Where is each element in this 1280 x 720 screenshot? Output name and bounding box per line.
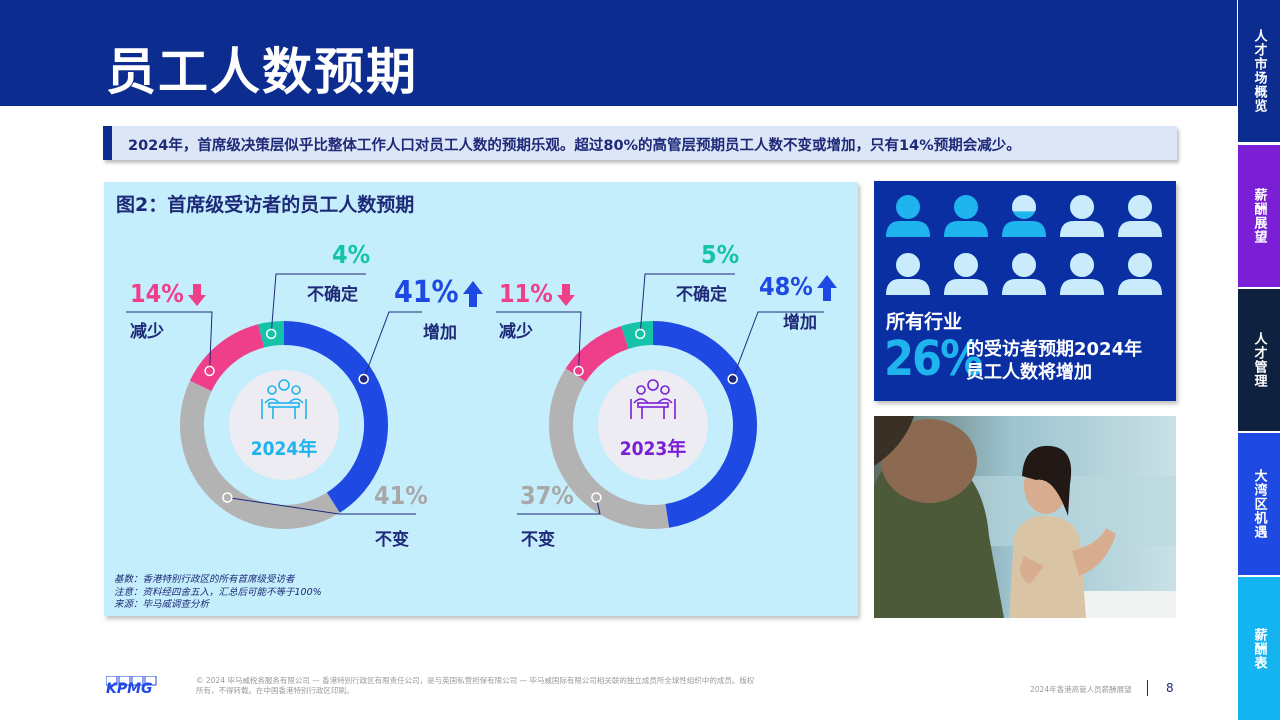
donut-0-segment-0 — [283, 321, 388, 513]
donut-1-leader-0 — [732, 311, 824, 380]
sidetab-2[interactable]: 薪酬展望 — [1238, 145, 1280, 287]
donut-0-center-label: 2024年 — [251, 437, 318, 460]
donut-1-leader-dot-3 — [634, 328, 646, 340]
person-icon — [1118, 195, 1162, 237]
page-number: 8 — [1166, 681, 1174, 695]
chart-2024-increase-pct: 41% — [394, 275, 483, 310]
donut-1-leader-dot-2 — [573, 365, 584, 377]
info-big-number: 26% — [884, 331, 983, 387]
figure-notes: 基数：香港特别行政区的所有首席级受访者 注意：资料经四舍五入，汇总后可能不等于1… — [114, 574, 322, 612]
chart-2024-nochange-label: 不变 — [375, 530, 409, 550]
arrow-down-icon — [556, 284, 575, 306]
donut-0-leader-dot-1 — [222, 492, 233, 503]
chart-2023-decrease-pct: 11% — [499, 279, 575, 308]
info-line1: 所有行业 — [886, 311, 963, 333]
donut-0-leader-2 — [126, 311, 213, 371]
note-base: 基数：香港特别行政区的所有首席级受访者 — [114, 574, 295, 585]
footer-doc-title: 2024年香港高管人员薪酬展望 — [1030, 685, 1132, 694]
kpmg-logo-icon — [105, 675, 157, 686]
chart-2023-unsure-pct: 5% — [701, 240, 740, 269]
chart-2024-unsure-pct: 4% — [332, 240, 371, 269]
donut-1-leader-2 — [496, 311, 582, 371]
person-icon — [944, 195, 988, 237]
footer-copyright-line2: 所有，不得转载。在中国香港特别行政区印刷。 — [196, 686, 354, 695]
summary-text: 2024年，首席级决策层似乎比整体工作人口对员工人数的预期乐观。超过80%的高管… — [128, 138, 1021, 154]
sidetab-label: 人才市场概览 — [1251, 29, 1267, 113]
person-icon — [1118, 253, 1162, 295]
chart-2023-increase-label: 增加 — [783, 313, 817, 333]
summary-banner: 2024年，首席级决策层似乎比整体工作人口对员工人数的预期乐观。超过80%的高管… — [103, 126, 1177, 160]
note-rounding: 注意：资料经四舍五入，汇总后可能不等于100% — [114, 586, 322, 598]
donut-0-segment-1 — [180, 380, 340, 529]
info-text-line2: 员工人数将增加 — [966, 362, 1092, 383]
donut-1-segment-0 — [652, 321, 757, 528]
figure-panel: 图2：首席级受访者的员工人数预期 2024年 2023年 14% 减少 4% 不… — [104, 182, 858, 616]
chart-2023-nochange-pct: 37% — [520, 481, 574, 510]
chart-2023-increase-pct: 48% — [759, 272, 837, 301]
donut-0-leader-dot-2 — [204, 365, 215, 377]
donut-1-center-label: 2023年 — [620, 437, 687, 460]
donut-0-leader-3 — [270, 273, 366, 334]
figure-title: 图2：首席级受访者的员工人数预期 — [116, 194, 415, 216]
donut-1-center — [598, 370, 708, 480]
person-icon — [1060, 195, 1104, 237]
chart-2024-nochange-pct: 41% — [374, 481, 428, 510]
chart-2024-increase-label: 增加 — [423, 323, 457, 343]
page-title: 员工人数预期 — [106, 43, 418, 101]
photo-illustration — [874, 416, 1176, 618]
donut-0-leader-dot-3 — [265, 328, 277, 340]
sidetab-1[interactable]: 人才市场概览 — [1238, 0, 1280, 142]
person-icon — [886, 253, 930, 295]
footer-divider — [1147, 680, 1148, 696]
people-icons — [886, 195, 1162, 295]
donut-1-segment-1 — [549, 368, 670, 529]
chart-2024-decrease-label: 减少 — [130, 322, 164, 342]
sidetab-4[interactable]: 大湾区机遇 — [1238, 433, 1280, 575]
business-meeting-photo — [874, 416, 1176, 618]
sidetab-5[interactable]: 薪酬表 — [1238, 577, 1280, 720]
donut-1-leader-dot-1 — [591, 492, 602, 503]
donut-1-leader-3 — [639, 273, 735, 334]
person-icon — [1002, 253, 1046, 295]
donut-charts: 2024年 2023年 — [126, 273, 824, 529]
info-panel: 所有行业 26% 的受访者预期2024年 员工人数将增加 — [874, 181, 1176, 401]
sidetab-label: 薪酬表 — [1251, 627, 1267, 670]
chart-2023-decrease-label: 减少 — [499, 322, 533, 342]
donut-1-leader-1 — [517, 497, 601, 515]
donut-0-center — [229, 370, 339, 480]
arrow-down-icon — [187, 284, 206, 306]
footer-copyright-line1: © 2024 毕马威税务服务有限公司 — 香港特别行政区有限责任公司，是与英国私… — [196, 676, 755, 685]
arrow-up-icon — [462, 280, 483, 307]
info-text-line1: 的受访者预期2024年 — [966, 339, 1143, 360]
header-bar — [0, 0, 1237, 106]
meeting-icon — [261, 379, 307, 419]
arrow-up-icon — [816, 275, 837, 301]
sidetab-label: 大湾区机遇 — [1251, 469, 1267, 539]
chart-2024-unsure-label: 不确定 — [307, 285, 358, 305]
info-text: 的受访者预期2024年 员工人数将增加 — [966, 338, 1142, 384]
person-icon — [1002, 195, 1046, 237]
donut-0-segment-2 — [189, 324, 265, 392]
meeting-icon — [630, 379, 676, 419]
person-icon — [886, 195, 930, 237]
kpmg-logo-text: KPMG — [106, 681, 153, 697]
person-icon — [1060, 253, 1104, 295]
donut-1-leader-dot-0 — [727, 373, 738, 385]
chart-2024-decrease-pct: 14% — [130, 279, 206, 308]
donut-0-leader-0 — [363, 311, 422, 380]
donut-0-leader-1 — [227, 497, 416, 515]
chart-2023-nochange-label: 不变 — [521, 530, 555, 550]
footer-copyright: © 2024 毕马威税务服务有限公司 — 香港特别行政区有限责任公司，是与英国私… — [196, 676, 796, 696]
sidetab-3[interactable]: 人才管理 — [1238, 289, 1280, 431]
donut-0-leader-dot-0 — [358, 373, 369, 385]
note-source: 来源：毕马威调查分析 — [114, 599, 210, 610]
person-icon — [944, 253, 988, 295]
chart-2023-unsure-label: 不确定 — [676, 285, 727, 305]
sidetab-label: 人才管理 — [1251, 332, 1267, 388]
sidetab-label: 薪酬展望 — [1251, 188, 1267, 244]
kpmg-logo: KPMG — [105, 675, 158, 702]
